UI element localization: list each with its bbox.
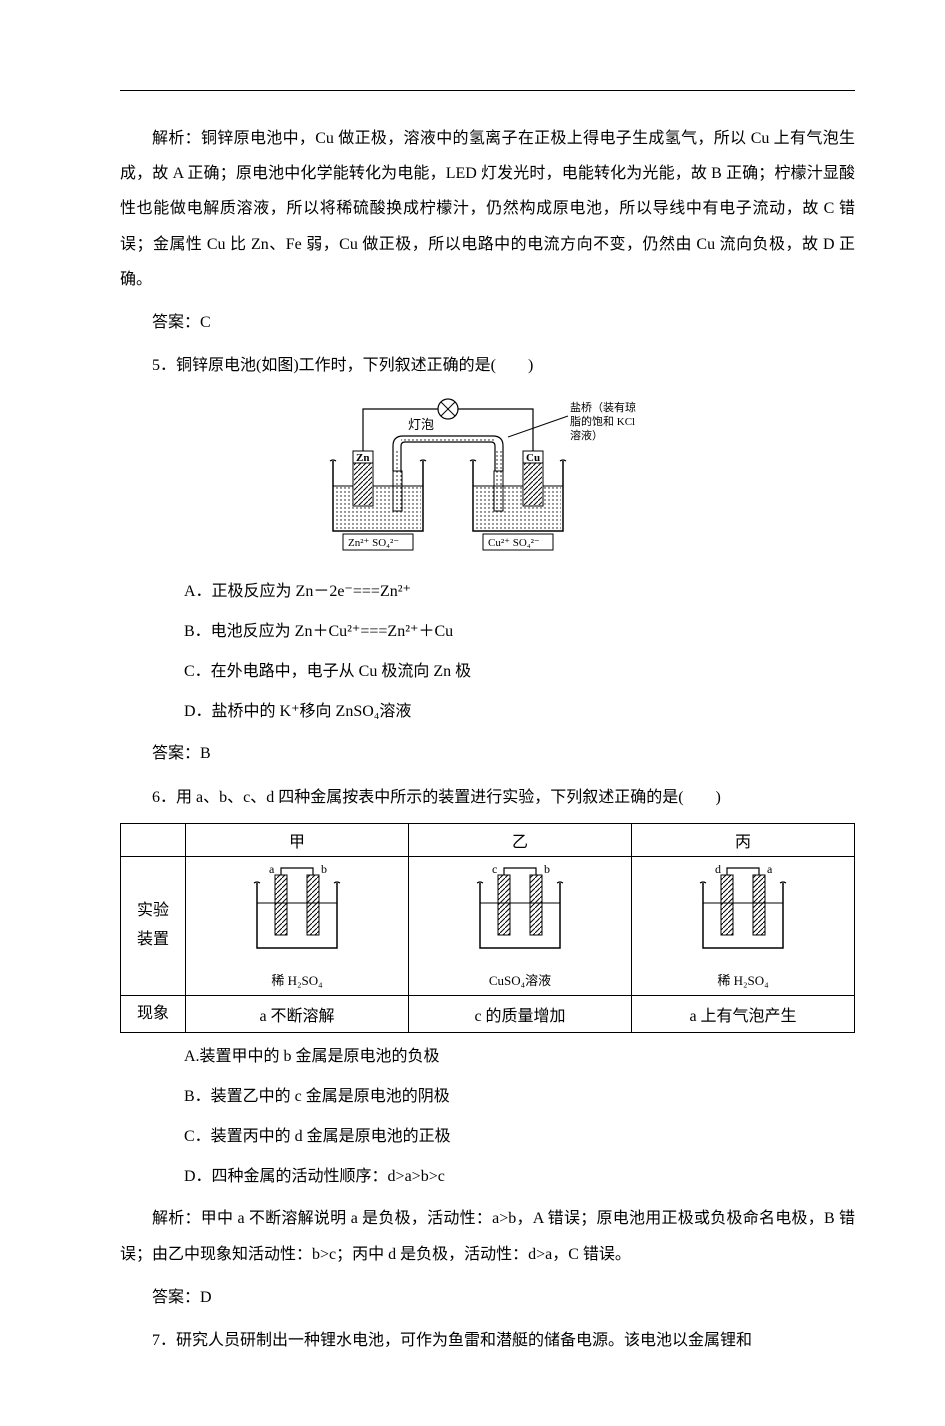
right-sol-a: Cu²⁺ bbox=[488, 537, 510, 549]
q6-analysis: 解析：甲中 a 不断溶解说明 a 是负极，活动性：a>b，A 错误；原电池用正极… bbox=[120, 1201, 855, 1271]
svg-text:c: c bbox=[492, 863, 497, 876]
q5-optB: B．电池反应为 Zn＋Cu²⁺===Zn²⁺＋Cu bbox=[120, 616, 855, 648]
svg-text:Zn²⁺ SO₄²⁻: Zn²⁺ SO₄²⁻ bbox=[348, 537, 399, 549]
q6-optA: A.装置甲中的 b 金属是原电池的负极 bbox=[120, 1041, 855, 1073]
q5-optA: A．正极反应为 Zn－2e⁻===Zn²⁺ bbox=[120, 576, 855, 608]
q6-phen1: a 不断溶解 bbox=[186, 995, 409, 1033]
q6-head1: 甲 bbox=[186, 823, 409, 856]
svg-text:a: a bbox=[269, 863, 275, 876]
q6-stem: 6．用 a、b、c、d 四种金属按表中所示的装置进行实验，下列叙述正确的是( ) bbox=[120, 780, 855, 815]
lamp-label: 灯泡 bbox=[408, 417, 434, 432]
svg-text:a: a bbox=[767, 863, 773, 876]
right-sol-b: SO₄²⁻ bbox=[512, 537, 539, 549]
q6-answer: 答案：D bbox=[120, 1280, 855, 1315]
bridge-line2: 脂的饱和 KCl bbox=[570, 414, 635, 428]
q6-optB: B．装置乙中的 c 金属是原电池的阴极 bbox=[120, 1081, 855, 1113]
svg-text:d: d bbox=[715, 863, 721, 876]
q6-row1: 实验装置 bbox=[121, 856, 186, 995]
q6-phen3: a 上有气泡产生 bbox=[632, 995, 855, 1033]
q5-diagram: 灯泡 Zn bbox=[120, 391, 855, 566]
q5-answer: 答案：B bbox=[120, 736, 855, 771]
q6-row2: 现象 bbox=[121, 995, 186, 1033]
q6-head2: 乙 bbox=[409, 823, 632, 856]
svg-text:b: b bbox=[544, 863, 550, 876]
bridge-line3: 溶液） bbox=[570, 428, 603, 442]
q6-phen2: c 的质量增加 bbox=[409, 995, 632, 1033]
q6-optC: C．装置丙中的 d 金属是原电池的正极 bbox=[120, 1121, 855, 1153]
q5-optD: D．盐桥中的 K⁺移向 ZnSO₄溶液 bbox=[120, 696, 855, 728]
bridge-line1: 盐桥（装有琼 bbox=[570, 400, 636, 414]
q5-stem: 5．铜锌原电池(如图)工作时，下列叙述正确的是( ) bbox=[120, 348, 855, 383]
svg-text:Cu²⁺ SO₄²⁻: Cu²⁺ SO₄²⁻ bbox=[488, 537, 540, 549]
q5-optC: C．在外电路中，电子从 Cu 极流向 Zn 极 bbox=[120, 656, 855, 688]
q6-cell-3: d a 稀 H₂SO₄ bbox=[632, 856, 855, 995]
q6-cell-2: c b CuSO₄溶液 bbox=[409, 856, 632, 995]
svg-text:b: b bbox=[321, 863, 327, 876]
q7-stem: 7．研究人员研制出一种锂水电池，可作为鱼雷和潜艇的储备电源。该电池以金属锂和 bbox=[120, 1323, 855, 1358]
analysis-4: 解析：铜锌原电池中，Cu 做正极，溶液中的氢离子在正极上得电子生成氢气，所以 C… bbox=[120, 121, 855, 297]
left-sol-b: SO₄²⁻ bbox=[372, 537, 399, 549]
q6-table: 甲 乙 丙 实验装置 a b 稀 H bbox=[120, 823, 855, 1034]
q6-head3: 丙 bbox=[632, 823, 855, 856]
q6-optD: D．四种金属的活动性顺序：d>a>b>c bbox=[120, 1161, 855, 1193]
answer-4: 答案：C bbox=[120, 305, 855, 340]
zn-label: Zn bbox=[356, 452, 369, 464]
q6-cell-1: a b 稀 H₂SO₄ bbox=[186, 856, 409, 995]
left-sol-a: Zn²⁺ bbox=[348, 537, 370, 549]
cu-label: Cu bbox=[526, 452, 540, 464]
